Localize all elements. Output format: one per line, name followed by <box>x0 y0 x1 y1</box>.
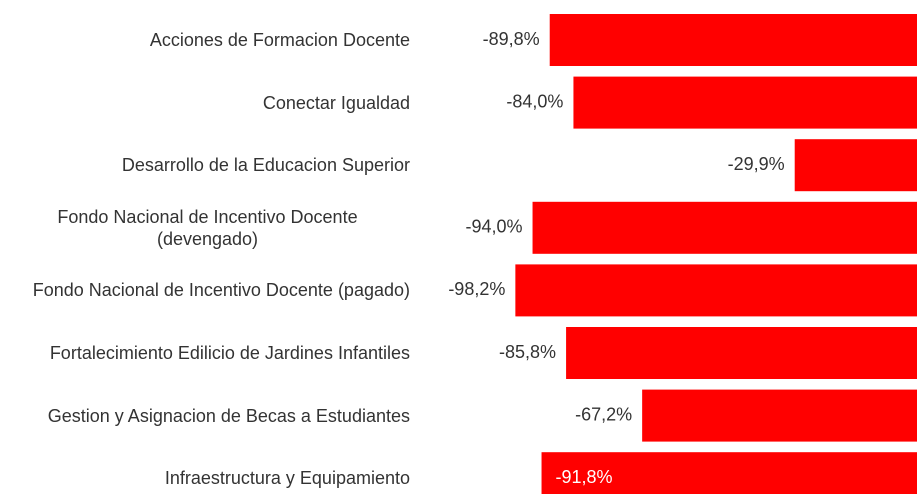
bar <box>532 201 917 254</box>
category-label-box: Conectar Igualdad <box>0 72 410 134</box>
category-label-box: Infraestructura y Equipamiento <box>0 447 410 494</box>
value-label: -98,2% <box>448 279 505 299</box>
category-label: Infraestructura y Equipamiento <box>164 468 410 489</box>
category-label-box: Fondo Nacional de Incentivo Docente (pag… <box>0 259 410 321</box>
bar <box>573 76 917 129</box>
category-label: Acciones de Formacion Docente <box>149 30 410 50</box>
category-label: Fondo Nacional de Incentivo Docente (dev… <box>57 206 358 249</box>
category-label-box: Fortalecimiento Edilicio de Jardines Inf… <box>0 322 410 384</box>
bar <box>549 14 917 66</box>
bar <box>794 139 917 192</box>
value-label: -29,9% <box>728 154 785 174</box>
bar <box>515 264 917 317</box>
bar <box>566 327 917 379</box>
category-label: Gestion y Asignacion de Becas a Estudian… <box>47 405 410 426</box>
value-label: -84,0% <box>506 91 563 111</box>
category-label-box: Desarrollo de la Educacion Superior <box>0 134 410 196</box>
category-label-box: Fondo Nacional de Incentivo Docente (dev… <box>0 197 410 259</box>
category-label: Fondo Nacional de Incentivo Docente (pag… <box>32 280 410 301</box>
category-label: Fortalecimiento Edilicio de Jardines Inf… <box>49 343 410 363</box>
value-label: -85,8% <box>499 342 556 362</box>
category-label-box: Gestion y Asignacion de Becas a Estudian… <box>0 385 410 447</box>
value-label: -94,0% <box>465 217 522 237</box>
value-label: -89,8% <box>483 29 540 49</box>
value-label: -91,8% <box>556 467 613 487</box>
value-label: -67,2% <box>575 404 632 424</box>
category-label-box: Acciones de Formacion Docente <box>0 9 410 71</box>
bar <box>642 389 917 442</box>
category-label: Desarrollo de la Educacion Superior <box>121 155 410 176</box>
category-label: Conectar Igualdad <box>262 92 410 113</box>
bar <box>541 452 917 494</box>
